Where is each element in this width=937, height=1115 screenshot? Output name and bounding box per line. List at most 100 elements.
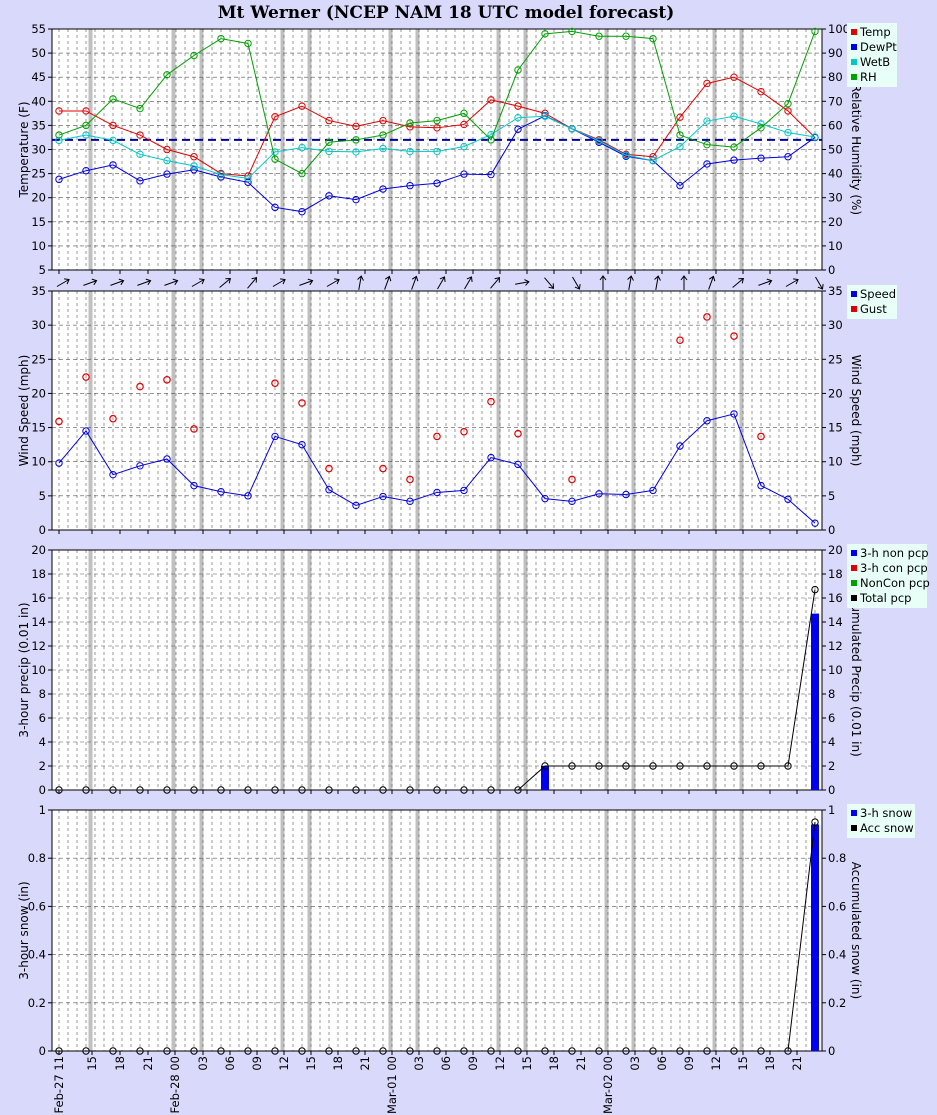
y-tick-label: 2	[39, 759, 46, 773]
point-wetb	[676, 142, 684, 151]
point-total-pcp	[811, 585, 819, 594]
wind-arrow-head	[384, 275, 392, 282]
point-acc-snow	[649, 1047, 657, 1055]
chart-title: Mt Werner (NCEP NAM 18 UTC model forecas…	[218, 3, 675, 23]
y2-axis-label: Relative Humidity (%)	[849, 84, 863, 215]
wind-arrow-shaft	[708, 276, 714, 290]
y-tick-label: 15	[31, 421, 46, 435]
legend-label: Acc snow	[860, 821, 914, 835]
y-tick-label: 0.2	[28, 996, 46, 1010]
legend-swatch	[851, 44, 857, 50]
wind-arrow-shaft	[110, 280, 124, 286]
wind-arrow-shaft	[164, 280, 178, 286]
plot-area	[52, 291, 822, 530]
wind-arrow-shaft	[785, 279, 799, 287]
point-dewpt	[514, 125, 522, 133]
point-wetb	[514, 113, 522, 122]
wind-arrow-shaft	[384, 276, 390, 290]
point-acc-snow	[487, 1047, 495, 1055]
wind-arrow-head	[439, 276, 446, 282]
wind-arrow	[326, 278, 340, 287]
series-line-speed	[58, 413, 816, 524]
series-line-rh	[58, 30, 816, 175]
x-tick-label: 09	[250, 1056, 264, 1071]
legend-label: Temp	[859, 25, 891, 39]
point-gust	[163, 375, 171, 384]
legend-swatch	[851, 29, 857, 35]
wind-arrow	[272, 278, 286, 287]
x-tick-label: 18	[331, 1056, 345, 1071]
point-gust	[514, 429, 522, 438]
series-line-temp	[59, 76, 816, 177]
point-dewpt	[352, 195, 360, 204]
point-total-pcp	[703, 762, 711, 770]
point-temp	[433, 124, 441, 132]
point-gust	[460, 427, 468, 436]
y2-tick-label: 90	[828, 46, 843, 60]
point-acc-snow	[325, 1047, 333, 1055]
wind-arrow-shaft	[191, 279, 205, 287]
y2-tick-label: 0.4	[828, 948, 846, 962]
point-total-pcp	[379, 786, 387, 794]
y-tick-label: 35	[31, 284, 46, 298]
point-rh	[433, 116, 441, 125]
wind-arrow-head	[574, 284, 581, 290]
y-tick-label: 14	[31, 615, 46, 629]
wind-arrow-shaft	[758, 280, 772, 286]
y2-tick-label: 2	[828, 759, 835, 773]
point-rh	[487, 136, 495, 144]
point-rh	[163, 71, 171, 79]
point-speed	[352, 501, 360, 510]
point-wetb	[703, 117, 711, 125]
y2-tick-label: 30	[828, 318, 843, 332]
point-total-pcp	[136, 786, 144, 794]
point-acc-snow	[379, 1047, 387, 1055]
x-tick-label: 06	[655, 1056, 669, 1071]
point-dewpt	[757, 154, 765, 162]
y2-tick-label: 4	[828, 735, 835, 749]
wind-arrow-shaft	[490, 277, 500, 289]
point-speed	[163, 455, 171, 463]
point-temp	[82, 107, 90, 115]
y2-tick-label: 0.2	[828, 996, 846, 1010]
plot-frame	[51, 290, 823, 531]
point-temp	[406, 123, 414, 131]
y2-tick-label: 5	[828, 489, 835, 503]
wind-arrow	[599, 275, 607, 290]
point-dewpt	[190, 166, 198, 174]
point-dewpt	[784, 153, 792, 161]
point-speed	[460, 486, 468, 495]
wind-arrow	[299, 278, 314, 286]
point-acc-snow	[568, 1047, 576, 1055]
point-total-pcp	[271, 786, 279, 794]
y-tick-label: 0.4	[28, 948, 46, 962]
y2-tick-label: 100	[828, 22, 850, 36]
y2-tick-label: 25	[828, 352, 843, 366]
legend-label: RH	[860, 70, 877, 84]
y2-tick-label: 0	[828, 1044, 835, 1058]
point-rh	[784, 100, 792, 108]
point-gust	[325, 464, 333, 473]
point-speed	[595, 490, 603, 498]
wind-arrow	[191, 278, 205, 287]
wind-arrow-head	[172, 278, 179, 286]
x-tick-label: 12	[709, 1056, 723, 1071]
point-acc-snow	[730, 1047, 738, 1055]
y2-tick-label: 40	[828, 167, 843, 181]
point-acc-snow	[514, 1047, 522, 1055]
y2-tick-label: 30	[828, 191, 843, 205]
point-total-pcp	[541, 762, 549, 770]
y-tick-label: 5	[39, 489, 46, 503]
point-gust	[433, 432, 441, 441]
point-wetb	[406, 147, 414, 156]
wind-arrow-shaft	[326, 279, 340, 287]
point-wetb	[622, 151, 630, 159]
y-tick-label: 0	[39, 523, 46, 537]
point-gust	[757, 432, 765, 441]
point-dewpt	[460, 170, 468, 178]
y2-tick-label: 0	[828, 783, 835, 797]
point-rh	[217, 34, 225, 43]
wind-arrow	[785, 278, 799, 287]
point-wetb	[649, 156, 657, 165]
point-wetb	[568, 125, 576, 133]
